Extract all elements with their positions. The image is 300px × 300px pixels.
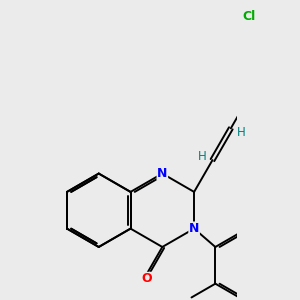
- Text: O: O: [141, 272, 152, 285]
- Text: H: H: [237, 126, 245, 139]
- Text: Cl: Cl: [243, 11, 256, 23]
- Text: H: H: [198, 149, 207, 163]
- Text: N: N: [157, 167, 167, 180]
- Text: N: N: [189, 222, 199, 235]
